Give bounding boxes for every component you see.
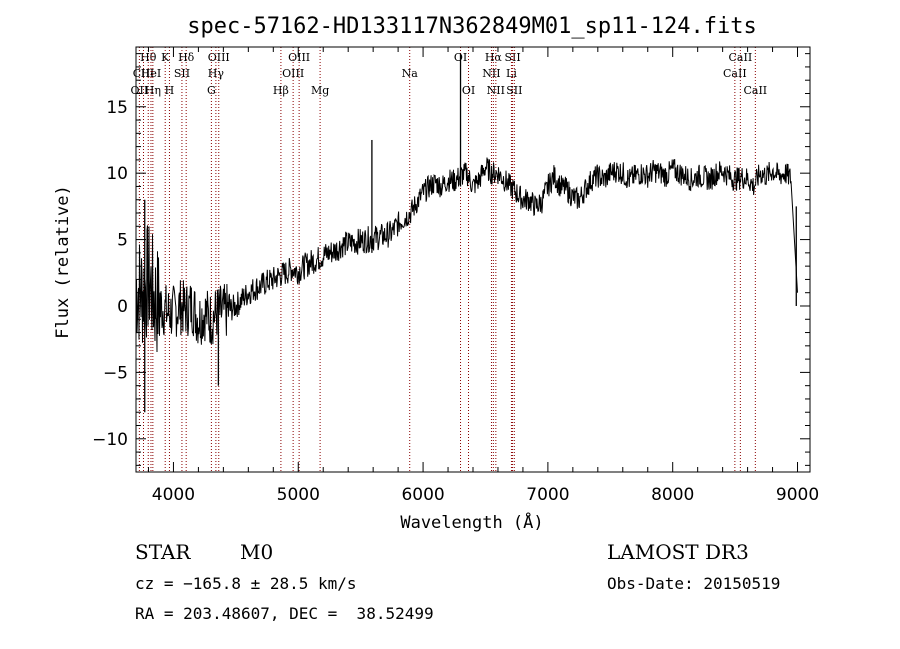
- object-class: STAR: [135, 540, 191, 564]
- marker-label: Hβ: [273, 84, 289, 97]
- marker-label: OI: [462, 84, 475, 97]
- marker-label: Li: [506, 67, 517, 80]
- marker-label: H: [165, 84, 175, 97]
- marker-label: OIII: [282, 67, 304, 80]
- x-tick-label: 4000: [152, 485, 195, 505]
- marker-label: CaII: [743, 84, 767, 97]
- marker-label: SII: [504, 51, 520, 64]
- coordinates: RA = 203.48607, DEC = 38.52499: [135, 604, 434, 623]
- plot-frame: [135, 46, 811, 473]
- spectrum-chart: spec-57162-HD133117N362849M01_sp11-124.f…: [53, 14, 819, 533]
- y-tick-label: −5: [103, 363, 128, 383]
- marker-label: G: [207, 84, 216, 97]
- marker-label: K: [161, 51, 170, 64]
- flux-series: [135, 53, 798, 413]
- marker-label: OIII: [208, 51, 230, 64]
- marker-label: OIII: [288, 51, 310, 64]
- flux-line: [135, 157, 798, 353]
- marker-label: SII: [174, 67, 190, 80]
- marker-label: HeI: [141, 67, 161, 80]
- plot-axes: 4000 5000 6000 7000 8000 9000 −10 −5 0 5 10 15: [92, 46, 819, 505]
- marker-label: CIII: [133, 67, 154, 80]
- x-tick-label: 7000: [526, 485, 569, 505]
- y-tick-label: 15: [106, 98, 128, 118]
- object-subclass: M0: [240, 540, 274, 564]
- observation-date: Obs-Date: 20150519: [607, 574, 781, 593]
- y-tick-label: −10: [92, 430, 128, 450]
- marker-label: Hη: [145, 84, 161, 97]
- x-tick-label: 9000: [776, 485, 819, 505]
- marker-label: Hγ: [208, 67, 225, 80]
- marker-label: Hα: [485, 51, 503, 64]
- marker-label: Na: [402, 67, 419, 80]
- redshift-velocity: cz = −165.8 ± 28.5 km/s: [135, 574, 357, 593]
- marker-label: CaII: [723, 67, 747, 80]
- y-tick-label: 5: [117, 231, 128, 251]
- marker-label: Hθ: [140, 51, 157, 64]
- marker-label: NII: [487, 84, 505, 97]
- y-tick-label: 10: [106, 164, 128, 184]
- x-axis-label: Wavelength (Å): [400, 511, 543, 533]
- survey-name: LAMOST DR3: [607, 540, 749, 564]
- x-tick-label: 5000: [277, 485, 320, 505]
- x-tick-label: 8000: [651, 485, 694, 505]
- y-tick-label: 0: [117, 297, 128, 317]
- marker-label: Hδ: [178, 51, 195, 64]
- y-axis-label: Flux (relative): [53, 185, 73, 339]
- marker-label: OII: [131, 84, 149, 97]
- marker-label: Mg: [311, 84, 329, 97]
- marker-label: NII: [482, 67, 500, 80]
- marker-label: CaII: [729, 51, 753, 64]
- chart-title: spec-57162-HD133117N362849M01_sp11-124.f…: [187, 14, 757, 39]
- x-tick-label: 6000: [401, 485, 444, 505]
- marker-label: SII: [506, 84, 522, 97]
